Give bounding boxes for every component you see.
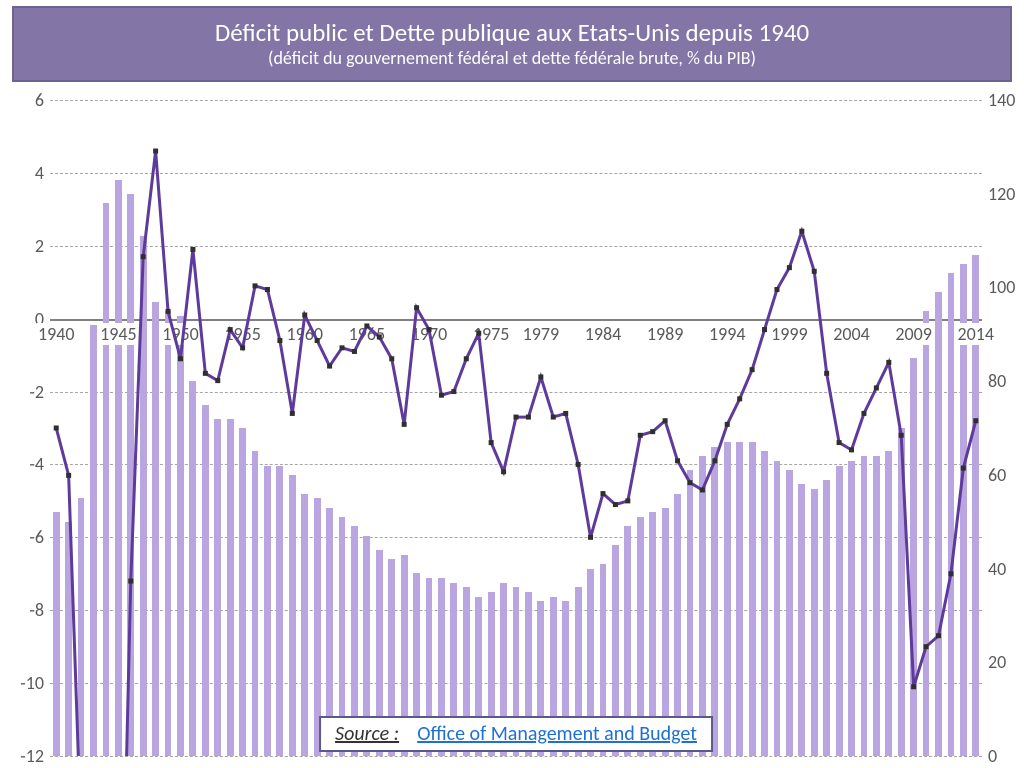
deficit-marker [799,229,804,234]
deficit-marker [451,389,456,394]
deficit-marker [774,287,779,292]
deficit-marker [464,356,469,361]
deficit-marker [936,633,941,638]
deficit-marker [700,487,705,492]
deficit-marker [128,579,133,584]
y-right-tick-label: 20 [982,651,1024,673]
deficit-marker [66,473,71,478]
deficit-marker [427,327,432,332]
deficit-marker [290,411,295,416]
deficit-line-layer [50,100,982,756]
deficit-marker [663,418,668,423]
deficit-marker [613,502,618,507]
y-left-tick-label: 2 [4,235,50,257]
deficit-marker [625,498,630,503]
deficit-marker [364,323,369,328]
deficit-marker [377,334,382,339]
y-left-tick-label: 6 [4,89,50,111]
y-left-tick-label: -10 [4,672,50,694]
y-right-tick-label: 40 [982,558,1024,580]
deficit-marker [687,480,692,485]
deficit-marker [265,287,270,292]
deficit-marker [203,371,208,376]
y-right-tick-label: 60 [982,464,1024,486]
deficit-marker [973,418,978,423]
deficit-marker [874,385,879,390]
deficit-marker [141,254,146,259]
deficit-marker [638,433,643,438]
deficit-marker [315,338,320,343]
grid-line [50,756,982,757]
deficit-marker [489,440,494,445]
deficit-marker [861,411,866,416]
deficit-marker [240,345,245,350]
y-right-tick-label: 120 [982,183,1024,205]
chart-subtitle: (déficit du gouvernement fédéral et dett… [268,48,756,70]
source-link[interactable]: Office of Management and Budget [417,722,697,746]
chart-plot-area: -12-10-8-6-4-202460204060801001201401940… [50,100,982,756]
deficit-marker [514,415,519,420]
chart-title-bar: Déficit public et Dette publique aux Eta… [12,6,1012,82]
deficit-marker [190,247,195,252]
deficit-marker [340,345,345,350]
deficit-marker [725,422,730,427]
deficit-marker [215,378,220,383]
deficit-marker [849,447,854,452]
y-left-tick-label: -2 [4,381,50,403]
deficit-marker [787,265,792,270]
deficit-marker [538,374,543,379]
deficit-marker [389,356,394,361]
y-left-tick-label: -4 [4,453,50,475]
deficit-marker [439,393,444,398]
chart-title: Déficit public et Dette publique aux Eta… [215,19,809,48]
deficit-marker [178,356,183,361]
deficit-marker [551,415,556,420]
deficit-marker [576,462,581,467]
deficit-marker [824,371,829,376]
deficit-marker [948,571,953,576]
y-left-tick-label: -6 [4,526,50,548]
deficit-marker [650,429,655,434]
deficit-marker [476,331,481,336]
y-right-tick-label: 0 [982,745,1024,767]
y-right-tick-label: 80 [982,370,1024,392]
deficit-marker [166,309,171,314]
deficit-marker [750,367,755,372]
deficit-marker [352,349,357,354]
deficit-marker [588,535,593,540]
deficit-marker [228,327,233,332]
deficit-marker [501,469,506,474]
deficit-marker [675,458,680,463]
deficit-marker [54,426,59,431]
deficit-marker [526,415,531,420]
deficit-marker [924,644,929,649]
source-box: Source : Office of Management and Budget [319,716,713,752]
deficit-marker [961,466,966,471]
deficit-marker [737,396,742,401]
y-right-tick-label: 140 [982,89,1024,111]
deficit-marker [277,338,282,343]
deficit-marker [414,305,419,310]
deficit-marker [600,491,605,496]
deficit-marker [253,283,258,288]
deficit-marker [153,149,158,154]
deficit-marker [911,684,916,689]
deficit-marker [812,269,817,274]
deficit-marker [886,360,891,365]
deficit-marker [837,440,842,445]
deficit-marker [302,313,307,318]
deficit-marker [762,327,767,332]
y-right-tick-label: 100 [982,276,1024,298]
y-left-tick-label: -12 [4,745,50,767]
deficit-marker [402,422,407,427]
deficit-marker [563,411,568,416]
y-left-tick-label: -8 [4,599,50,621]
deficit-marker [899,433,904,438]
deficit-marker [712,458,717,463]
y-left-tick-label: 4 [4,162,50,184]
source-label: Source : [335,722,399,746]
deficit-marker [327,364,332,369]
deficit-line [56,151,976,756]
